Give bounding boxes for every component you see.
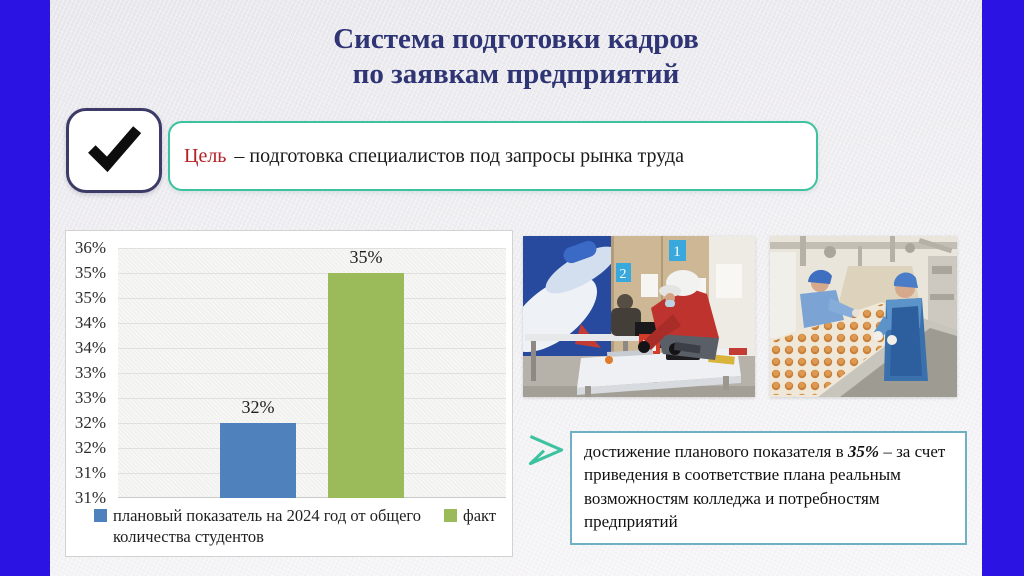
- bar-2: [328, 273, 404, 498]
- legend-label: плановый показатель на 2024 год от общег…: [113, 506, 422, 547]
- legend-label: факт: [463, 506, 497, 525]
- gridline: [118, 298, 506, 299]
- callout-text-prefix: достижение планового показателя в: [584, 442, 848, 461]
- station-number-label: 1: [673, 244, 681, 260]
- y-tick-label: 32%: [74, 438, 106, 457]
- callout-highlight: 35%: [847, 442, 880, 461]
- y-tick-label: 32%: [74, 413, 106, 432]
- chart-plot-area: 32% 35%: [118, 247, 506, 498]
- goal-box: Цель – подготовка специалистов под запро…: [168, 121, 818, 191]
- gridline: [118, 373, 506, 374]
- gridline: [118, 497, 506, 498]
- y-tick-label: 36%: [74, 238, 106, 257]
- legend-swatch: [444, 509, 457, 522]
- y-tick-label: 33%: [74, 388, 106, 407]
- y-tick-label: 35%: [74, 263, 106, 282]
- gridline: [118, 348, 506, 349]
- y-tick-label: 31%: [74, 463, 106, 482]
- y-tick-label: 33%: [74, 363, 106, 382]
- y-tick-label: 34%: [74, 313, 106, 332]
- gridline: [118, 423, 506, 424]
- check-box: [66, 108, 162, 193]
- gridline: [118, 398, 506, 399]
- workshop-photo: 1 2: [523, 236, 755, 397]
- y-tick-label: 35%: [74, 288, 106, 307]
- gridline: [118, 473, 506, 474]
- station-number-label: 2: [620, 267, 627, 282]
- slide-title: Система подготовки кадров по заявкам пре…: [50, 22, 982, 92]
- callout-box: достижение планового показателя в 35% – …: [570, 431, 967, 545]
- slide-title-line2: по заявкам предприятий: [352, 57, 680, 90]
- legend-swatch: [94, 509, 107, 522]
- factory-photo: [770, 236, 957, 397]
- bar-1: [220, 423, 296, 498]
- goal-text: – подготовка специалистов под запросы ры…: [234, 144, 685, 167]
- callout-text-suffix: – за счет приведения в соответствие план…: [584, 442, 946, 532]
- y-tick-label: 31%: [74, 488, 106, 507]
- gridline: [118, 448, 506, 449]
- bar-value-label: 32%: [241, 397, 275, 417]
- legend-item: факт: [444, 505, 496, 526]
- chart-y-axis: 36% 35% 35% 34% 34% 33% 33% 32% 32% 31% 31%: [66, 238, 110, 507]
- bar-slot-plan: 32%: [220, 248, 296, 498]
- legend-item: плановый показатель на 2024 год от общег…: [94, 505, 430, 548]
- gridline: [118, 323, 506, 324]
- chart-legend: плановый показатель на 2024 год от общег…: [94, 505, 506, 548]
- bar-chart: 36% 35% 35% 34% 34% 33% 33% 32% 32% 31% 31% 32% 35…: [65, 230, 513, 557]
- bar-slot-fact: 35%: [328, 247, 404, 498]
- goal-label: Цель: [184, 144, 227, 167]
- checkmark-icon: [83, 121, 145, 180]
- bar-value-label: 35%: [349, 247, 383, 267]
- presentation-slide: Система подготовки кадров по заявкам пре…: [50, 0, 982, 576]
- gridline: [118, 273, 506, 274]
- slide-title-line1: Система подготовки кадров: [333, 23, 699, 55]
- arrowhead-icon: [527, 432, 565, 468]
- y-tick-label: 34%: [74, 338, 106, 357]
- gridline: [118, 248, 506, 249]
